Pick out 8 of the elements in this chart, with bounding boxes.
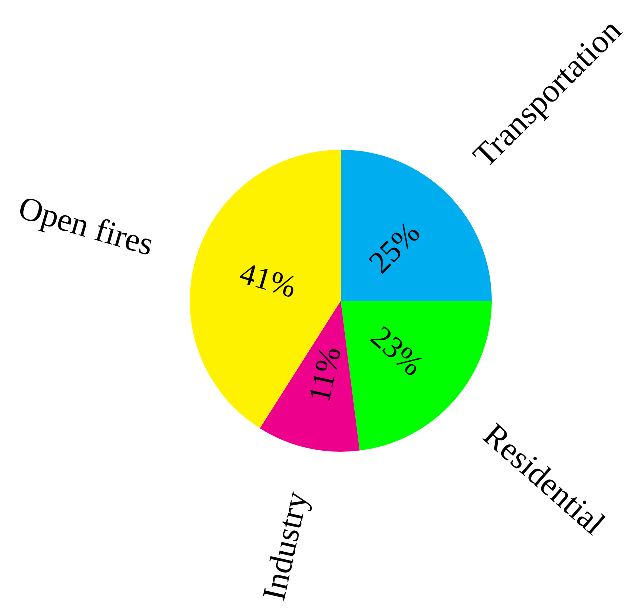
data-label: 11% [301, 344, 348, 406]
slice-label: Open fires [14, 190, 158, 264]
data-label: 41% [236, 255, 301, 305]
pie-slice [260, 301, 360, 452]
data-label: 23% [364, 319, 431, 383]
slice-label: Industry [256, 488, 316, 604]
data-label: 25% [362, 215, 427, 280]
pie-slice [190, 150, 341, 428]
